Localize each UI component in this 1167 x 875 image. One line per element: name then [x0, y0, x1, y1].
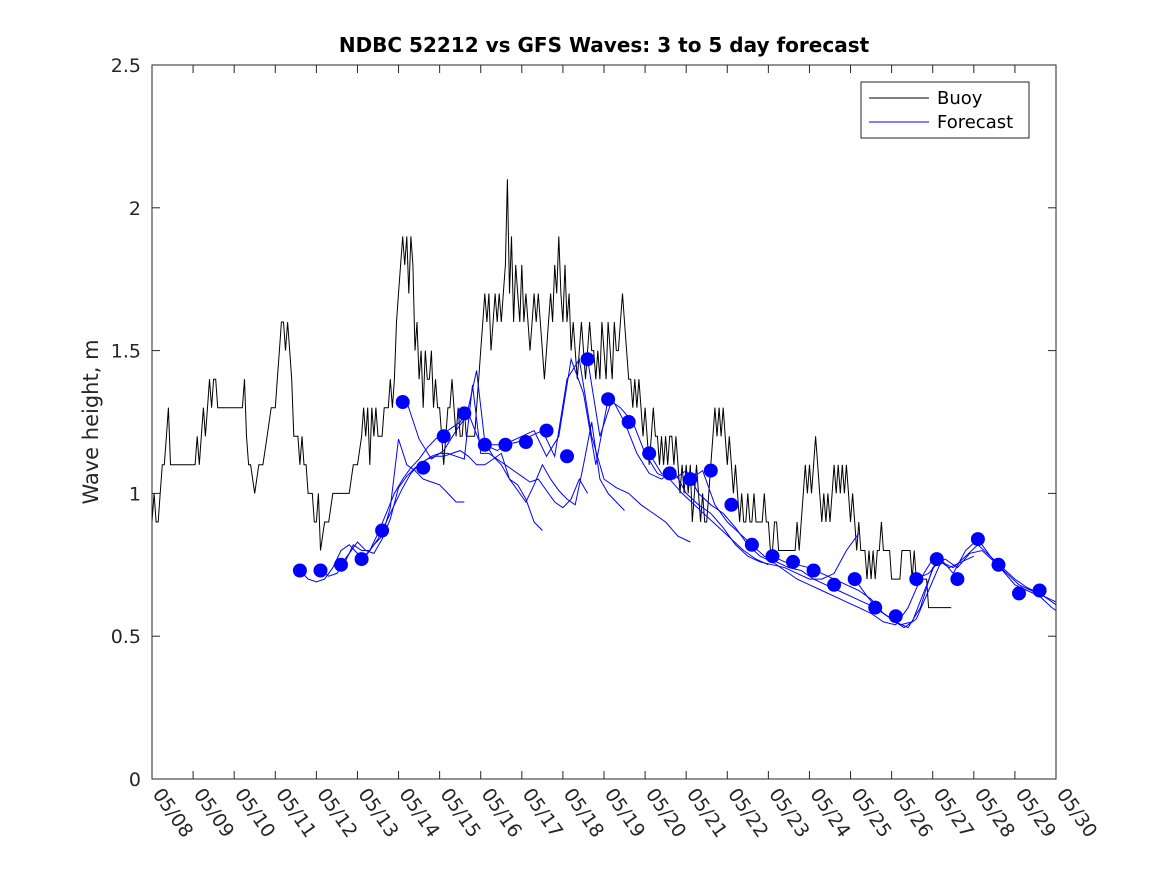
x-tick-label: 05/12 [312, 784, 361, 841]
forecast-marker [416, 460, 431, 475]
x-tick-label: 05/25 [846, 784, 895, 841]
forecast-marker [539, 423, 554, 438]
forecast-marker [703, 463, 718, 478]
x-tick-label: 05/09 [189, 784, 238, 841]
forecast-marker [806, 563, 821, 578]
forecast-series-line [406, 357, 691, 543]
forecast-series-line [320, 450, 543, 577]
y-tick-label: 2.5 [111, 55, 141, 77]
legend-box [860, 81, 1030, 139]
y-tick-label: 0 [129, 769, 141, 791]
forecast-series-line [648, 453, 934, 626]
forecast-series-line [854, 544, 1057, 629]
x-tick-label: 05/18 [559, 784, 608, 841]
forecast-series-line [299, 438, 465, 583]
x-tick-label: 05/17 [518, 784, 567, 841]
x-tick-label: 05/11 [271, 784, 320, 841]
x-tick-label: 05/24 [805, 784, 854, 841]
x-tick-label: 05/15 [436, 784, 485, 841]
forecast-marker [868, 600, 883, 615]
y-axis-label: Wave height, m [79, 339, 103, 504]
legend: Buoy Forecast [860, 81, 1030, 139]
x-tick-label: 05/16 [477, 784, 526, 841]
forecast-marker [909, 572, 924, 587]
forecast-marker [395, 395, 410, 409]
forecast-marker [354, 552, 369, 567]
forecast-marker [888, 609, 903, 624]
forecast-marker [375, 523, 390, 538]
forecast-series-line [916, 538, 1057, 611]
forecast-marker [601, 392, 616, 407]
x-tick-label: 05/30 [1052, 784, 1101, 841]
forecast-marker [642, 446, 657, 461]
x-tick-label: 05/28 [970, 784, 1019, 841]
forecast-marker [765, 549, 780, 564]
forecast-marker [621, 415, 636, 429]
x-tick-label: 05/29 [1011, 784, 1060, 841]
x-tick-label: 05/21 [682, 784, 731, 841]
forecast-marker [498, 437, 513, 452]
forecast-marker [847, 572, 862, 587]
forecast-marker [477, 437, 492, 452]
y-tick-label: 2 [129, 198, 141, 220]
forecast-marker [292, 563, 307, 578]
forecast-series-line [340, 384, 589, 566]
forecast-marker [518, 435, 533, 449]
forecast-marker [436, 429, 451, 444]
x-tick-label: 05/08 [148, 784, 197, 841]
x-tick-label: 05/19 [600, 784, 649, 841]
forecast-marker [334, 557, 348, 572]
x-tick-label: 05/14 [394, 784, 443, 841]
x-tick-label: 05/26 [888, 784, 937, 841]
forecast-marker [662, 466, 677, 481]
x-tick-label: 05/13 [353, 784, 402, 841]
forecast-marker [786, 554, 800, 569]
x-tick-label: 05/10 [230, 784, 279, 841]
buoy-series-line [151, 179, 952, 609]
forecast-marker [929, 552, 944, 567]
legend-forecast-label: Forecast [937, 112, 1013, 133]
y-tick-label: 0.5 [111, 626, 141, 648]
y-tick-label: 1.5 [111, 341, 141, 363]
forecast-series-line [484, 357, 769, 566]
legend-buoy-label: Buoy [937, 88, 983, 109]
forecast-marker [724, 497, 739, 512]
x-tick-label: 05/20 [641, 784, 690, 841]
axis-ticks: 00.511.522.505/0805/0905/1005/1105/1205/… [111, 55, 1102, 842]
plot-area [151, 179, 1057, 629]
x-tick-label: 05/22 [723, 784, 772, 841]
forecast-marker [970, 532, 985, 547]
x-tick-label: 05/23 [764, 784, 813, 841]
y-tick-label: 1 [129, 483, 141, 505]
forecast-series-line [361, 370, 625, 560]
forecast-marker [457, 406, 472, 421]
forecast-marker [744, 537, 759, 552]
forecast-marker [560, 449, 574, 464]
forecast-marker [313, 563, 328, 578]
forecast-marker [827, 577, 842, 592]
forecast-marker [683, 472, 698, 487]
forecast-marker [580, 352, 595, 367]
forecast-marker [1032, 583, 1047, 598]
forecast-marker [991, 557, 1006, 572]
forecast-marker [1012, 586, 1026, 601]
chart-title: NDBC 52212 vs GFS Waves: 3 to 5 day fore… [339, 33, 870, 57]
forecast-marker [950, 572, 965, 587]
x-tick-label: 05/27 [929, 784, 978, 841]
